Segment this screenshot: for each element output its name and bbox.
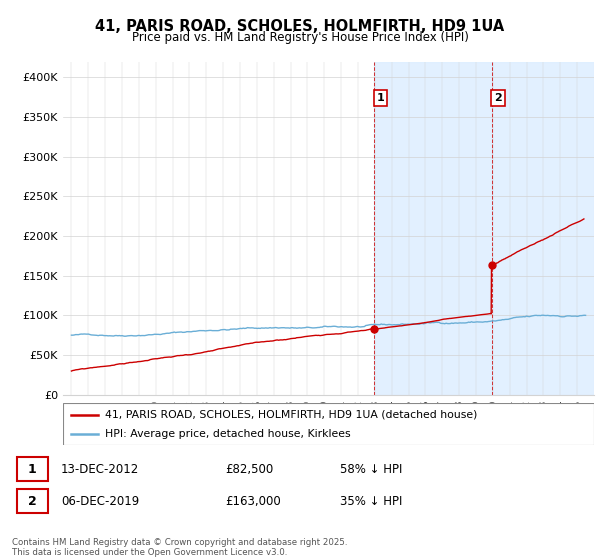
Text: 2: 2 — [494, 94, 502, 103]
Text: Contains HM Land Registry data © Crown copyright and database right 2025.
This d: Contains HM Land Registry data © Crown c… — [12, 538, 347, 557]
Bar — [374, 62, 491, 395]
Text: 58% ↓ HPI: 58% ↓ HPI — [340, 463, 403, 475]
Text: £163,000: £163,000 — [225, 494, 281, 508]
Text: Price paid vs. HM Land Registry's House Price Index (HPI): Price paid vs. HM Land Registry's House … — [131, 31, 469, 44]
Text: 41, PARIS ROAD, SCHOLES, HOLMFIRTH, HD9 1UA (detached house): 41, PARIS ROAD, SCHOLES, HOLMFIRTH, HD9 … — [106, 410, 478, 420]
Text: 35% ↓ HPI: 35% ↓ HPI — [340, 494, 403, 508]
Text: 41, PARIS ROAD, SCHOLES, HOLMFIRTH, HD9 1UA: 41, PARIS ROAD, SCHOLES, HOLMFIRTH, HD9 … — [95, 19, 505, 34]
Text: £82,500: £82,500 — [225, 463, 274, 475]
Text: 1: 1 — [28, 463, 37, 475]
Bar — [17, 489, 48, 514]
Text: 1: 1 — [377, 94, 384, 103]
Text: 13-DEC-2012: 13-DEC-2012 — [61, 463, 139, 475]
Text: 2: 2 — [28, 494, 37, 508]
Bar — [491, 62, 594, 395]
Bar — [17, 457, 48, 481]
Text: HPI: Average price, detached house, Kirklees: HPI: Average price, detached house, Kirk… — [106, 429, 351, 439]
Text: 06-DEC-2019: 06-DEC-2019 — [61, 494, 139, 508]
